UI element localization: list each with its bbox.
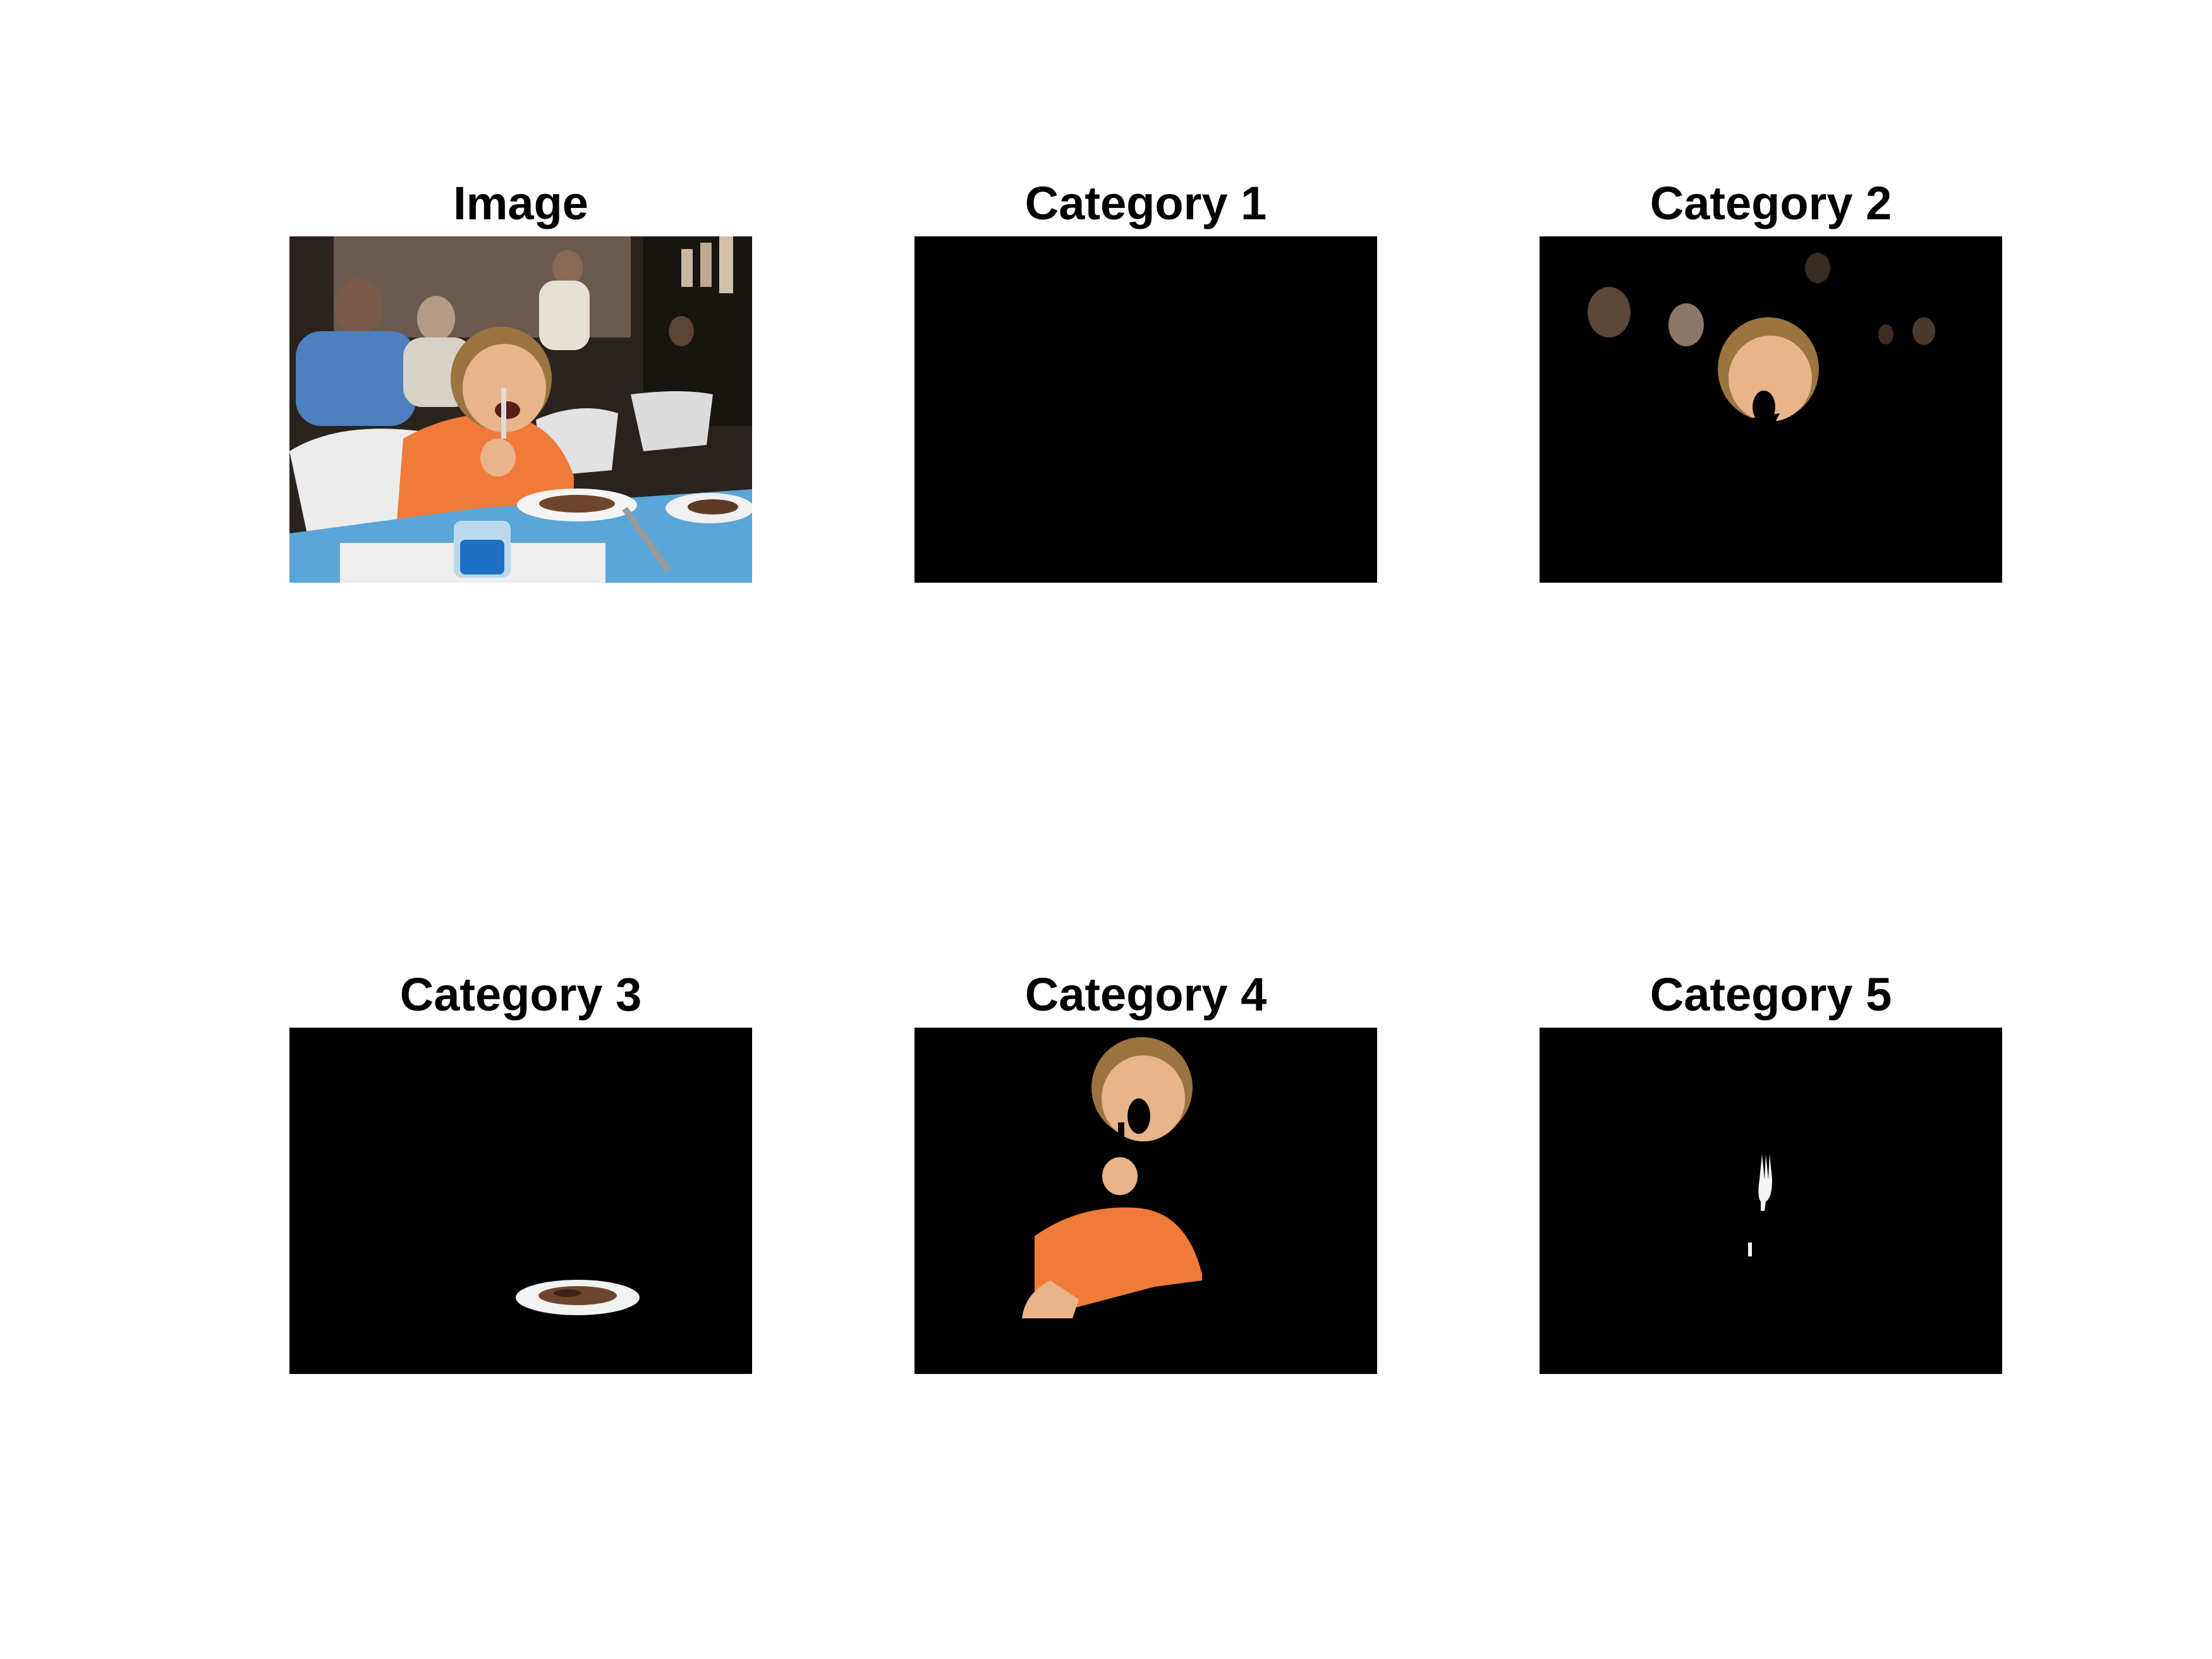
panel-image: Image <box>289 178 752 583</box>
panel-title: Image <box>453 177 588 229</box>
panel-category-3: Category 3 <box>289 969 752 1374</box>
panel-title: Category 1 <box>1024 177 1267 229</box>
panel-category-1: Category 1 <box>915 178 1377 583</box>
panel-title: Category 5 <box>1650 968 1892 1021</box>
fork-mask <box>1540 1028 2002 1374</box>
panel-title: Category 4 <box>1024 968 1267 1021</box>
panel-title: Category 2 <box>1650 177 1892 229</box>
panel-category-2: Category 2 <box>1540 178 2002 583</box>
heads-mask <box>1540 236 2002 583</box>
child-mask <box>915 1028 1377 1374</box>
original-photo <box>289 236 752 583</box>
plate-mask <box>289 1028 752 1374</box>
panel-category-5: Category 5 <box>1540 969 2002 1374</box>
empty-mask <box>915 236 1377 583</box>
panel-title: Category 3 <box>399 968 642 1021</box>
panel-category-4: Category 4 <box>915 969 1377 1374</box>
